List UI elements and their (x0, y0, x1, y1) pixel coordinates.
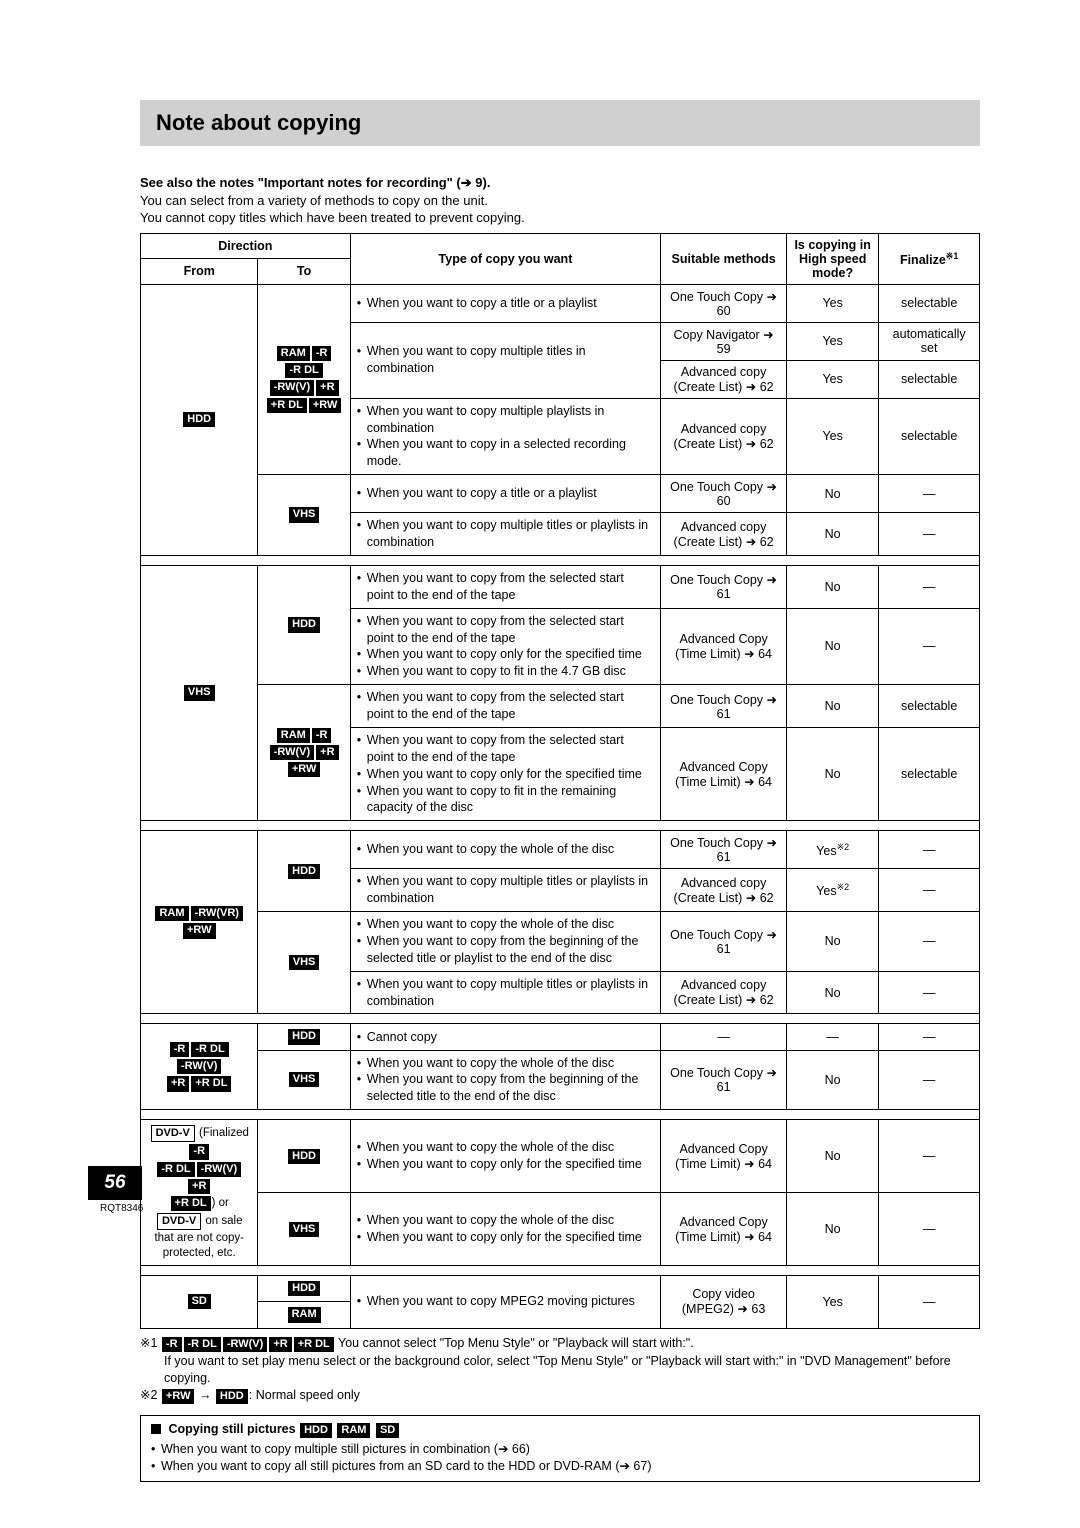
page-title: Note about copying (140, 100, 980, 146)
th-fin: Finalize※1 (879, 233, 980, 284)
table-row: VHS HDD When you want to copy from the s… (141, 565, 980, 608)
table-row: VHS When you want to copy the whole of t… (141, 912, 980, 972)
box-title: Copying still pictures (168, 1422, 299, 1436)
copy-table: Direction Type of copy you want Suitable… (140, 233, 980, 1329)
th-hs: Is copying in High speed mode? (787, 233, 879, 284)
th-to: To (258, 259, 350, 285)
th-from: From (141, 259, 258, 285)
footnotes: ※1 -R-R DL-RW(V)+R+R DL You cannot selec… (140, 1335, 980, 1405)
intro-line2: You cannot copy titles which have been t… (140, 210, 525, 225)
still-pictures-box: Copying still pictures HDD RAM SD When y… (140, 1415, 980, 1482)
table-row: SD HDD When you want to copy MPEG2 movin… (141, 1276, 980, 1302)
table-row: -R-R DL-RW(V) +R+R DL HDD Cannot copy ——… (141, 1024, 980, 1050)
th-methods: Suitable methods (661, 233, 787, 284)
intro-bold: See also the notes "Important notes for … (140, 175, 490, 190)
separator-row (141, 1110, 980, 1120)
separator-row (141, 821, 980, 831)
table-row: RAM-RW(VR)+RW HDD When you want to copy … (141, 831, 980, 869)
table-row: VHS When you want to copy the whole of t… (141, 1050, 980, 1110)
intro-line1: You can select from a variety of methods… (140, 193, 488, 208)
table-row: VHS When you want to copy a title or a p… (141, 475, 980, 513)
square-icon (151, 1424, 161, 1434)
table-row: VHS When you want to copy the whole of t… (141, 1193, 980, 1266)
separator-row (141, 1266, 980, 1276)
intro-text: See also the notes "Important notes for … (140, 174, 980, 227)
separator-row (141, 555, 980, 565)
doc-code: RQT8346 (100, 1203, 143, 1214)
th-type: Type of copy you want (350, 233, 660, 284)
table-row: DVD-V (Finalized -R -R DL-RW(V)+R +R DL)… (141, 1120, 980, 1193)
table-row: RAM-R -RW(V)+R +RW When you want to copy… (141, 685, 980, 728)
page-number: 56 (88, 1166, 142, 1200)
separator-row (141, 1014, 980, 1024)
th-direction: Direction (141, 233, 351, 259)
table-row: HDD RAM-R-R DL -RW(V)+R +R DL+RW When yo… (141, 284, 980, 322)
